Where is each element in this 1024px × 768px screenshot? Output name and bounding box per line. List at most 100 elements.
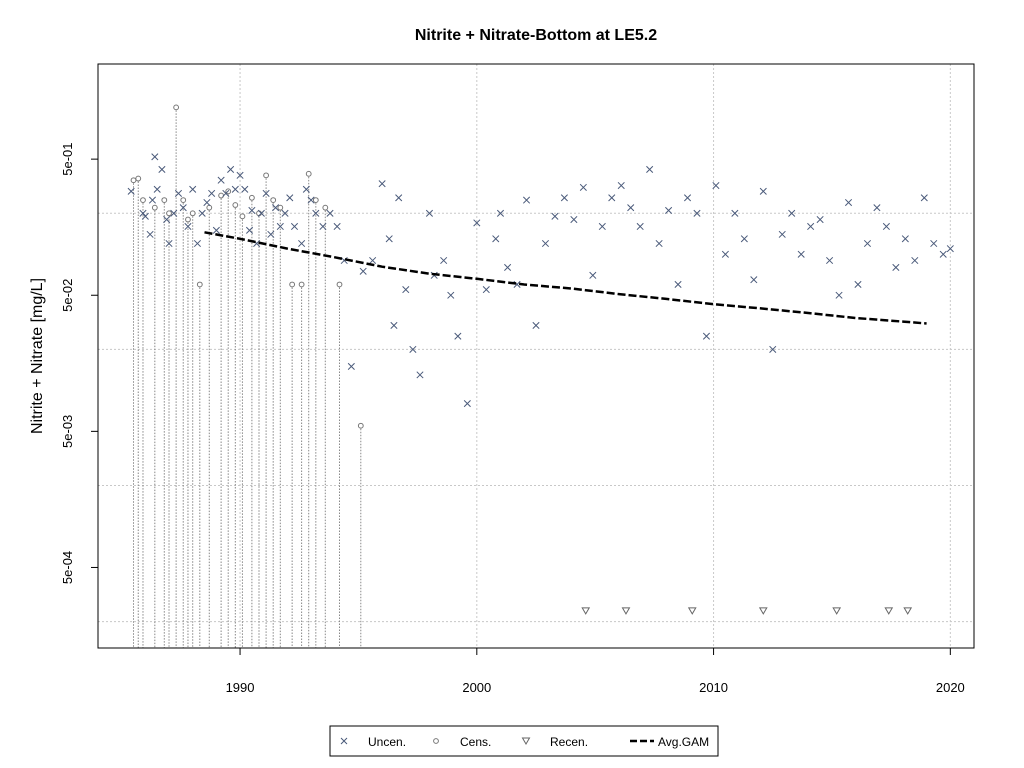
y-tick-label: 5e-01 xyxy=(60,143,75,176)
uncensored-point xyxy=(740,235,748,243)
uncensored-point xyxy=(911,256,919,265)
censored-point xyxy=(289,281,296,288)
censored-point xyxy=(161,197,168,204)
uncensored-point xyxy=(409,345,417,353)
censored-point xyxy=(135,175,142,182)
uncensored-point xyxy=(281,209,289,217)
uncensored-point xyxy=(541,239,550,248)
uncensored-point xyxy=(560,194,568,202)
gam-line xyxy=(204,231,927,325)
uncensored-point xyxy=(267,230,275,238)
legend-label: Recen. xyxy=(550,735,588,749)
uncensored-point xyxy=(473,219,481,227)
legend-label: Avg.GAM xyxy=(658,735,709,749)
uncensored-point xyxy=(930,239,938,248)
censored-point xyxy=(151,204,158,211)
uncensored-point xyxy=(721,250,729,258)
uncensored-point xyxy=(598,222,606,231)
uncensored-point xyxy=(307,196,315,204)
censored-point xyxy=(336,281,343,288)
uncensored-point xyxy=(750,276,758,284)
uncensored-point xyxy=(655,239,663,248)
legend-marker-uncen xyxy=(340,737,348,745)
uncensored-point xyxy=(608,194,616,202)
uncensored-point xyxy=(290,222,299,231)
uncensored-point xyxy=(245,226,254,234)
uncensored-point xyxy=(347,362,355,370)
censored-point xyxy=(185,216,191,223)
uncensored-point xyxy=(302,185,310,193)
recensored-point xyxy=(884,607,894,615)
uncensored-point xyxy=(241,185,249,193)
uncensored-point xyxy=(174,189,183,197)
y-tick-label: 5e-03 xyxy=(60,415,75,448)
uncensored-point xyxy=(797,250,805,258)
y-axis: 5e-04 5e-03 5e-02 5e-01 xyxy=(60,143,99,584)
recensored-point xyxy=(758,607,768,615)
uncensored-point xyxy=(482,286,490,294)
legend: Uncen. Cens. Recen. Avg.GAM xyxy=(329,725,719,757)
uncensored-point xyxy=(236,171,244,179)
y-tick-label: 5e-04 xyxy=(60,551,75,584)
censored-point xyxy=(322,204,329,211)
uncensored-point xyxy=(416,371,424,379)
uncensored-point xyxy=(127,187,135,195)
uncensored-point xyxy=(683,194,692,202)
uncensored-point xyxy=(589,271,597,279)
uncensored-point xyxy=(298,239,306,248)
uncensored-point xyxy=(807,222,815,231)
recensored-point xyxy=(687,607,697,615)
plot-frame xyxy=(97,63,975,649)
uncensored-point xyxy=(369,256,377,265)
uncensored-point xyxy=(390,321,398,329)
legend-marker-recen xyxy=(521,737,531,745)
chart-title: Nitrite + Nitrate-Bottom at LE5.2 xyxy=(415,27,657,44)
x-tick-label: 1990 xyxy=(226,680,255,695)
uncensored-point xyxy=(570,215,578,224)
plot-area xyxy=(127,104,954,648)
y-tick-label: 5e-02 xyxy=(60,279,75,312)
uncensored-point xyxy=(769,345,777,353)
uncensored-point xyxy=(158,165,166,173)
censored-point xyxy=(305,170,312,177)
uncensored-point xyxy=(665,206,673,214)
uncensored-point xyxy=(222,189,230,197)
censored-point xyxy=(270,197,277,204)
censored-point xyxy=(277,204,284,211)
uncensored-point xyxy=(854,280,862,289)
uncensored-point xyxy=(627,204,635,212)
uncensored-point xyxy=(636,222,644,231)
uncensored-point xyxy=(835,291,843,299)
uncensored-point xyxy=(826,256,834,265)
censored-point xyxy=(180,197,187,204)
uncensored-point xyxy=(227,165,235,173)
legend-marker-cens xyxy=(433,738,439,744)
uncensored-point xyxy=(702,332,711,340)
uncensored-point xyxy=(146,230,154,238)
uncensored-point xyxy=(395,194,403,202)
x-tick-label: 2020 xyxy=(936,680,965,695)
recensored-point xyxy=(581,607,591,615)
censored-point xyxy=(130,177,137,184)
uncensored-point xyxy=(276,222,284,231)
uncensored-point xyxy=(193,239,201,248)
uncensored-point xyxy=(151,153,159,161)
censored-point xyxy=(248,194,255,201)
x-tick-label: 2000 xyxy=(462,680,491,695)
censored-point xyxy=(206,204,213,211)
uncensored-point xyxy=(946,245,954,253)
uncensored-point xyxy=(844,198,853,207)
uncensored-point xyxy=(778,230,786,238)
censored-point xyxy=(189,210,196,217)
uncensored-point xyxy=(153,185,161,193)
uncensored-point xyxy=(231,185,239,193)
uncensored-point xyxy=(163,215,171,224)
uncensored-point xyxy=(262,189,270,197)
uncensored-point xyxy=(248,206,256,214)
uncensored-point xyxy=(378,180,386,188)
uncensored-point xyxy=(208,189,216,197)
censored-point xyxy=(173,104,180,111)
uncensored-point xyxy=(203,198,211,207)
uncensored-point xyxy=(873,204,881,212)
